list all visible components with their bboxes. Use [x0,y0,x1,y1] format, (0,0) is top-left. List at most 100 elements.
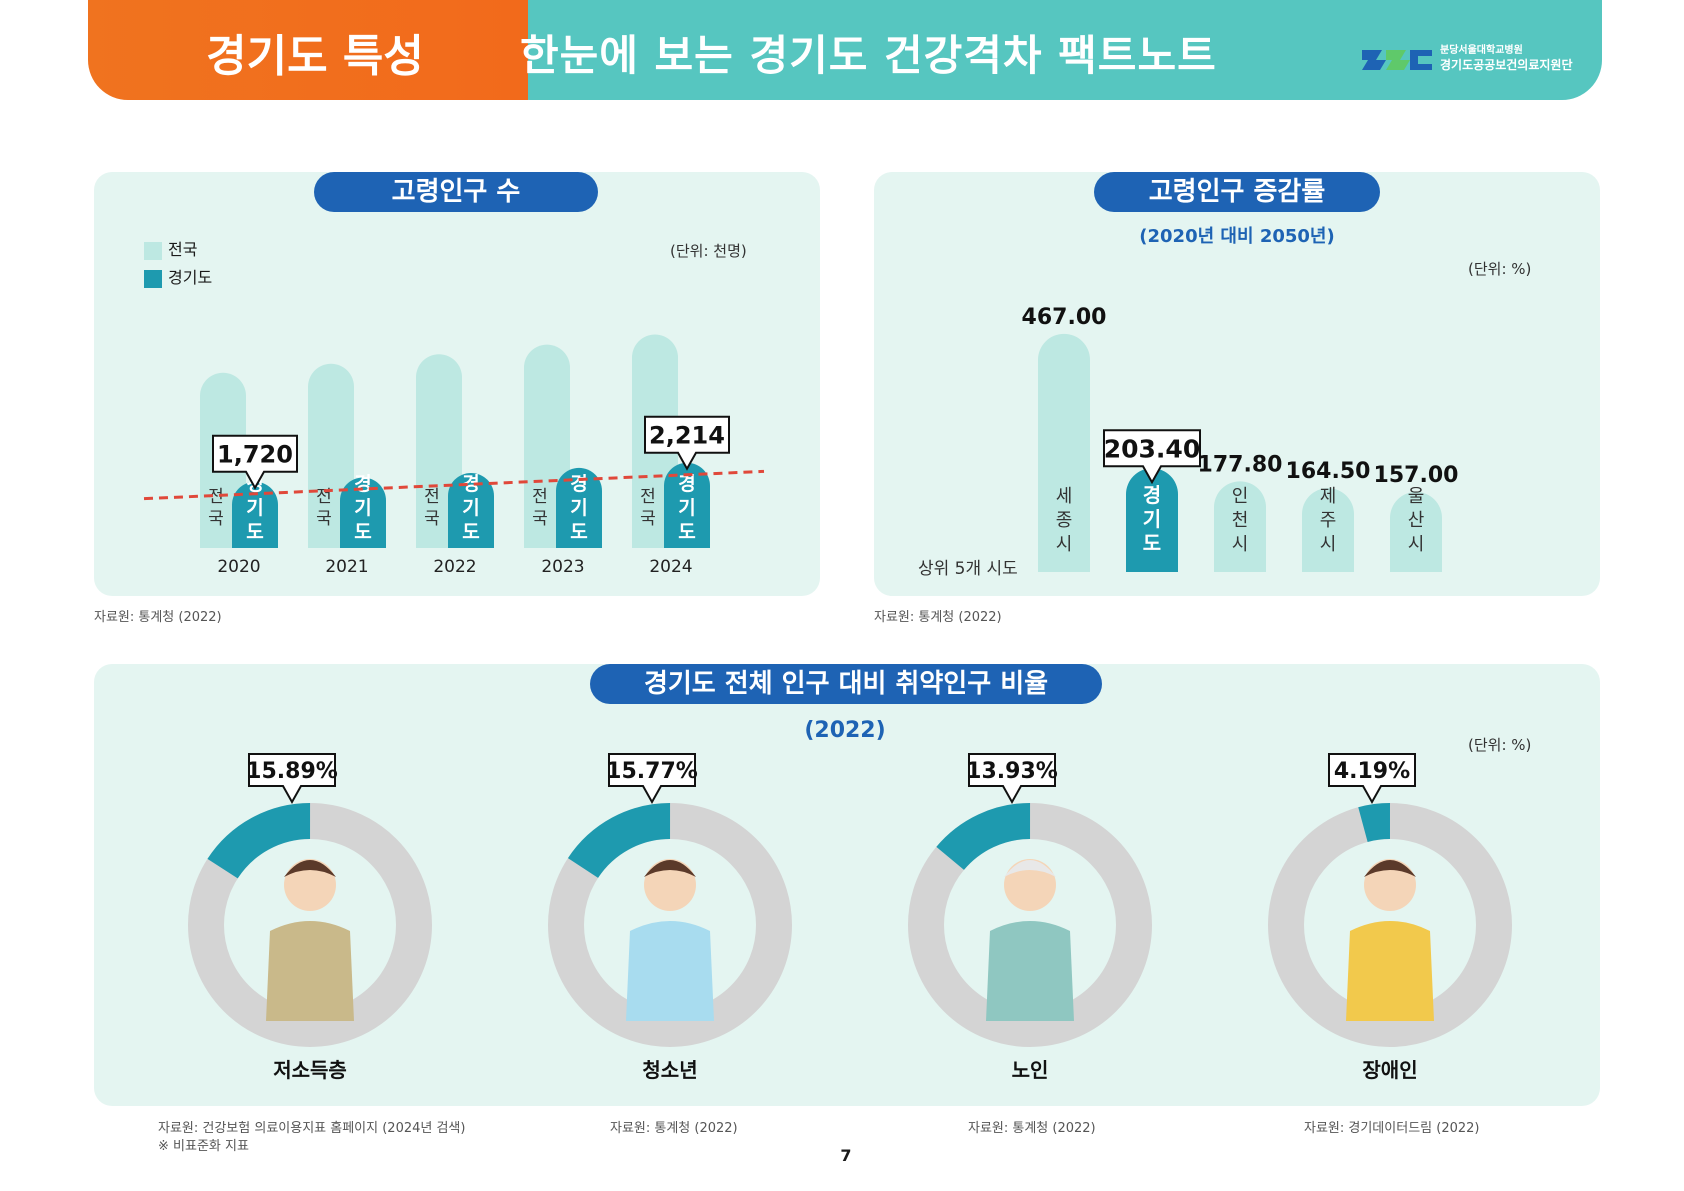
section-tab [88,0,528,100]
person-body [1346,921,1434,1021]
panel3-source-elderly: 자료원: 통계청 (2022) [968,1121,1096,1136]
donut-segment [908,803,1152,1047]
panel2-side-label: 상위 5개 시도 [918,559,1018,579]
panel3-note: ※ 비표준화 지표 [158,1139,249,1154]
org-name-line1: 분당서울대학교병원 [1440,45,1523,56]
donut-value-label: 15.77% [606,759,698,784]
person-body [986,921,1074,1021]
donut-value-label: 13.93% [966,759,1058,784]
panel3-source-disabled: 자료원: 경기데이터드림 (2022) [1304,1121,1480,1136]
gyeonggi-bar-label: 도 [462,521,479,543]
elderly-population-chart: 전국경기도2020전국경기도2021전국경기도2022전국경기도2023전국경기… [143,334,765,577]
gyeonggi-bar-label: 도 [570,521,587,543]
trend-line [143,469,765,501]
legend-swatch-gyeonggi [144,269,162,288]
value-label-2024-box [644,415,730,471]
panel2-unit: (단위: %) [1468,260,1532,278]
x-tick-label: 2022 [433,557,476,577]
panel1-title: 고령인구 수 [314,172,598,212]
donut-category-label: 노인 [1012,1058,1049,1082]
person-body [626,921,714,1021]
legend-swatch-national [144,241,162,260]
x-tick-label: 2020 [217,557,260,577]
national-bar-label: 전 [532,487,548,507]
growth-value-label: 467.00 [1022,305,1107,330]
growth-bar-label: 제 [1320,486,1337,507]
national-bar-label: 전 [424,487,440,507]
vulnerable-population-chart: 저소득층 15.89% 청소년 15.77% 노인 13.93% 장애인 4.19% [188,753,1512,1082]
panel2-title: 고령인구 증감률 [1094,172,1380,212]
panel3-source-low-income: 자료원: 건강보험 의료이용지표 홈페이지 (2024년 검색) [158,1121,466,1136]
gyeonggi-bar-label: 도 [354,521,371,543]
panel2-subtitle: (2020년 대비 2050년) [1139,226,1335,247]
gyeonggi-bar [556,467,602,548]
growth-bar-label: 경 [1143,483,1161,507]
person-head [1364,859,1416,911]
org-name-line2: 경기도공공보건의료지원단 [1440,58,1573,72]
person-hair [1004,860,1056,877]
growth-bar [1038,333,1090,572]
gyeonggi-bar-label: 기 [570,497,587,519]
growth-value-label: 157.00 [1374,463,1459,488]
person-head [284,859,336,911]
gyeonggi-bar-label: 기 [246,497,263,519]
national-bar-label: 국 [640,509,656,529]
gyeonggi-bar-label: 기 [354,497,371,519]
growth-bar-label: 시 [1408,534,1425,555]
growth-bar-label: 울 [1408,486,1425,507]
gyeonggi-bar [448,472,494,548]
org-logo-icon [1362,50,1432,70]
gyeonggi-bar [340,477,386,548]
gyeonggi-bar-label: 기 [462,497,479,519]
growth-value-label-box [1103,429,1201,485]
panel1-legend: 전국 경기도 [144,236,212,292]
gyeonggi-bar [664,462,710,548]
growth-bar-label: 세 [1056,486,1073,507]
gyeonggi-bar-label: 도 [678,521,695,543]
growth-bar-label: 종 [1056,510,1073,531]
person-head [644,859,696,911]
gyeonggi-bar-label: 경 [570,473,587,495]
donut-value-label: 15.89% [246,759,338,784]
x-tick-label: 2023 [541,557,584,577]
person-illustration-icon: 노인 [986,859,1074,1082]
gyeonggi-bar-label: 경 [462,473,479,495]
growth-value-label: 177.80 [1198,452,1283,477]
org-name: 분당서울대학교병원 경기도공공보건의료지원단 [1440,44,1572,72]
growth-value-label: 203.40 [1104,434,1200,463]
gyeonggi-bar-label: 도 [246,521,263,543]
page-number: 7 [840,1146,852,1165]
person-illustration-icon: 장애인 [1346,859,1434,1082]
donut-value-label: 4.19% [1334,759,1410,784]
donut-category-label: 장애인 [1362,1058,1417,1082]
person-hair [284,860,336,877]
donut-value-label-box [968,753,1056,805]
growth-bar [1390,491,1442,572]
panel3-year: (2022) [804,718,886,743]
growth-bar-label: 시 [1320,534,1337,555]
growth-bar-label: 주 [1320,510,1337,531]
elderly-growth-chart: 세종시 467.00 경기도 203.40 인천시 177.80 제주시 164.50 울산시 1… [1022,305,1459,572]
national-bar-label: 국 [316,509,332,529]
donut-value-label-box [1328,753,1416,805]
gyeonggi-bar [232,481,278,548]
growth-bar [1302,488,1354,572]
x-tick-label: 2021 [325,557,368,577]
value-label-2024: 2,214 [649,421,725,449]
legend-item-gyeonggi: 경기도 [144,264,212,292]
growth-bar-label: 인 [1232,486,1249,507]
value-label-2020-box [212,434,298,490]
panel3-source-youth: 자료원: 통계청 (2022) [610,1121,738,1136]
legend-item-national: 전국 [144,236,212,264]
gyeonggi-bar-label: 기 [678,497,695,519]
national-bar-label: 국 [532,509,548,529]
growth-bar [1214,481,1266,572]
gyeonggi-bar-label: 경 [354,473,371,495]
donut-category-label: 청소년 [642,1058,697,1082]
panel3-title: 경기도 전체 인구 대비 취약인구 비율 [590,664,1102,704]
section-title: 경기도 특성 [206,31,424,82]
panel1-source: 자료원: 통계청 (2022) [94,610,222,625]
x-tick-label: 2024 [649,557,692,577]
national-bar-label: 국 [208,509,224,529]
person-illustration-icon: 저소득층 [266,859,354,1082]
